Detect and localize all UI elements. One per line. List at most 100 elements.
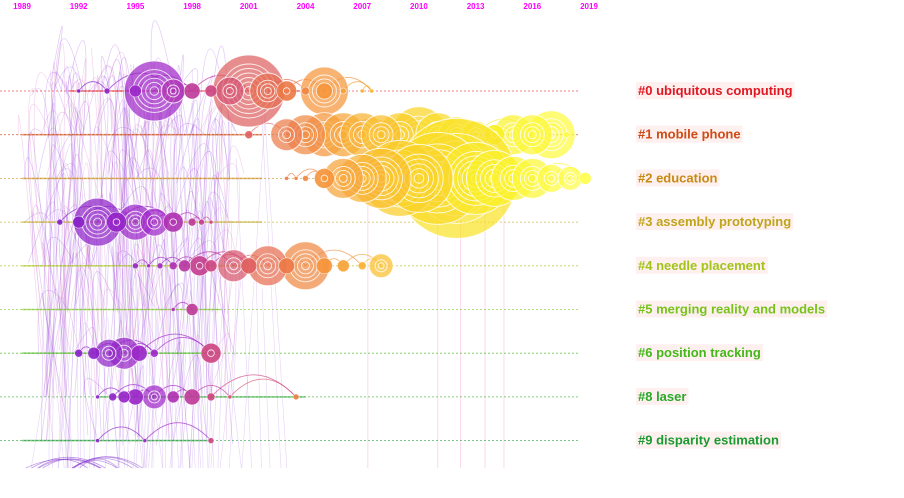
cluster-node: [94, 338, 124, 368]
citation-link: [69, 79, 91, 356]
cluster-node: [359, 88, 365, 94]
citation-link: [155, 342, 183, 446]
year-tick-label: 2013: [467, 2, 485, 11]
cluster-node: [187, 217, 197, 227]
citation-link: [125, 365, 145, 441]
citation-link: [30, 211, 47, 310]
cluster-node: [336, 259, 350, 273]
cluster-node: [146, 263, 151, 269]
citation-link: [55, 71, 85, 131]
citation-link: [97, 85, 103, 354]
cluster-node: [183, 82, 201, 100]
citation-link: [191, 253, 204, 469]
citation-link: [193, 48, 223, 397]
citation-link: [45, 168, 76, 395]
cluster-node: [56, 218, 64, 226]
cluster-label-background: [636, 344, 763, 362]
citation-link: [42, 102, 55, 266]
cluster-node: [316, 257, 333, 275]
cluster-label-background: [636, 169, 720, 187]
cluster-label-background: [636, 125, 743, 143]
citation-link: [191, 102, 209, 469]
citation-link: [96, 64, 121, 397]
citation-link: [31, 456, 106, 469]
citation-link: [222, 309, 242, 469]
cluster-node: [270, 118, 304, 152]
cluster-node: [292, 393, 300, 401]
citation-link: [37, 459, 88, 469]
cluster-node: [117, 390, 131, 404]
citation-link: [94, 126, 118, 223]
citation-link: [52, 95, 56, 469]
citation-link: [208, 200, 218, 469]
citation-link: [30, 316, 57, 469]
citation-link: [32, 204, 59, 310]
citation-link: [148, 202, 168, 469]
cluster-node: [207, 437, 215, 444]
cluster-label: #4 needle placement: [638, 258, 766, 273]
year-tick-label: 1992: [70, 2, 88, 11]
cluster-node: [204, 84, 218, 98]
cluster-node: [185, 303, 199, 316]
cluster-node: [74, 348, 83, 358]
citation-link: [27, 173, 66, 264]
citation-link: [194, 150, 220, 266]
citation-link: [72, 456, 143, 469]
citation-link: [133, 158, 166, 354]
cluster-node: [76, 88, 81, 94]
citation-link: [100, 56, 121, 271]
cluster-nodes: [56, 54, 592, 444]
citation-link: [212, 45, 230, 179]
citation-link: [123, 157, 144, 354]
citation-link: [65, 40, 87, 179]
citation-link: [217, 94, 234, 469]
cluster-node: [316, 82, 333, 100]
cluster-node: [369, 88, 374, 94]
year-tick-label: 2016: [523, 2, 541, 11]
citation-link: [54, 116, 69, 469]
citation-link: [48, 94, 53, 469]
cluster-label: #8 laser: [638, 389, 686, 404]
citation-link: [82, 75, 113, 135]
cluster-node: [357, 261, 367, 271]
citation-link: [73, 327, 95, 354]
citation-link: [38, 458, 102, 469]
citation-link: [68, 75, 96, 441]
citation-link: [102, 288, 124, 354]
citation-link: [51, 82, 73, 179]
citation-link: [91, 65, 116, 223]
citation-link: [48, 309, 65, 469]
citation-link: [28, 131, 46, 266]
citation-link: [70, 72, 89, 436]
citation-link: [102, 57, 131, 441]
cluster-labels: #0 ubiquitous computing #1 mobile phone #2…: [636, 82, 828, 449]
citation-link: [150, 244, 182, 397]
cluster-node: [240, 257, 258, 275]
citation-link: [37, 289, 69, 356]
cluster-label: #1 mobile phone: [638, 127, 741, 142]
cluster-node: [511, 114, 553, 156]
cluster-node: [170, 307, 176, 312]
citation-link: [24, 157, 52, 266]
cluster-label: #9 disparity estimation: [638, 433, 779, 448]
citation-link: [27, 128, 53, 357]
citation-link: [40, 143, 73, 441]
citation-link: [33, 72, 53, 223]
citation-link: [73, 460, 117, 469]
citation-link: [138, 274, 163, 469]
citation-link: [60, 262, 90, 441]
citation-link: [118, 129, 131, 469]
citation-link: [148, 266, 169, 442]
cluster-arc: [97, 426, 146, 441]
citation-link: [42, 209, 71, 313]
citation-link: [46, 80, 78, 176]
cluster-node: [198, 218, 205, 226]
cluster-node: [563, 131, 570, 138]
citation-link: [161, 282, 186, 397]
citation-link: [60, 66, 72, 92]
citation-link: [195, 334, 214, 400]
citation-link: [185, 143, 217, 402]
cluster-node: [87, 346, 101, 360]
citation-link: [96, 98, 117, 312]
cluster-node: [301, 86, 310, 96]
